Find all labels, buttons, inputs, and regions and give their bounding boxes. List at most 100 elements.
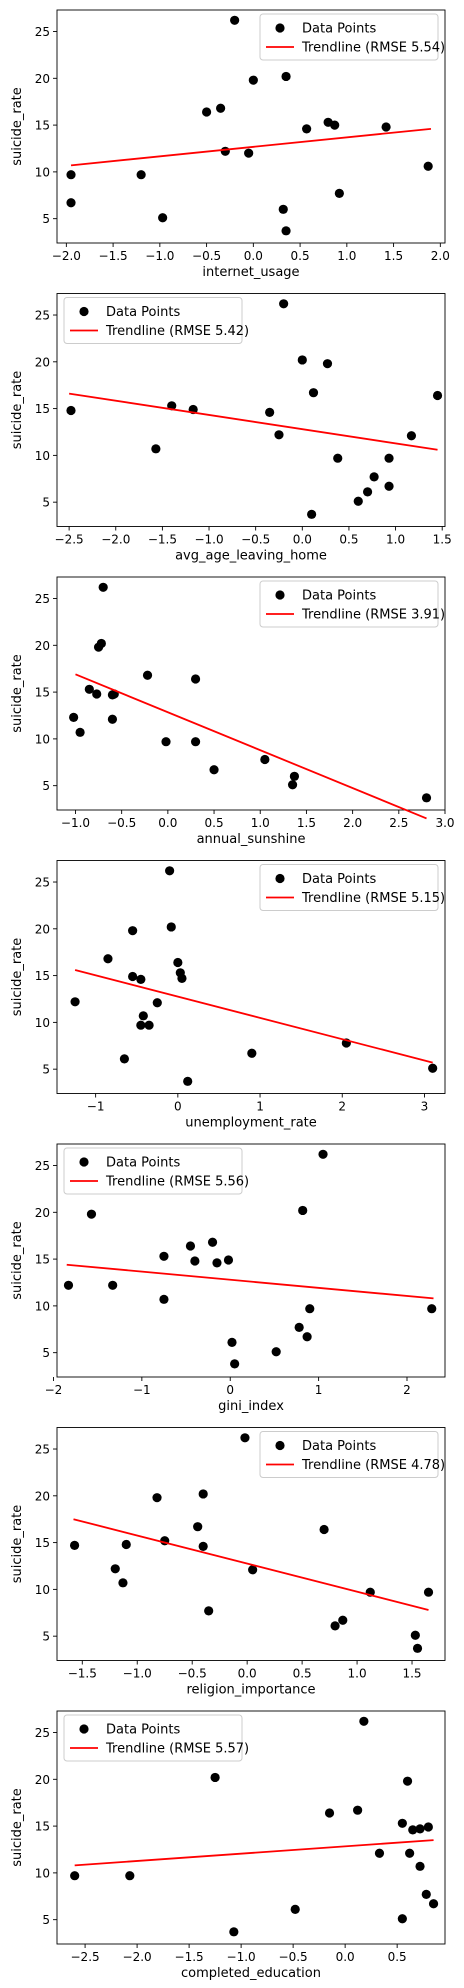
plot-area [56, 1143, 446, 1378]
trendline [70, 127, 432, 167]
data-point [248, 75, 258, 85]
data-point [151, 444, 161, 454]
x-tick-label: −2.0 [123, 1950, 152, 1964]
x-tick-label: −1.0 [61, 816, 90, 830]
x-tick-label: 0.0 [238, 1667, 257, 1681]
y-tick-label: 5 [42, 1913, 50, 1927]
data-point [198, 1489, 208, 1499]
data-point [108, 1280, 118, 1290]
legend-box [63, 297, 243, 344]
y-tick-label: 20 [35, 922, 50, 936]
y-tick-label: 25 [35, 1159, 50, 1173]
trendline [74, 1839, 434, 1867]
x-tick-label: −2.5 [71, 1950, 100, 1964]
data-point [138, 1011, 148, 1021]
data-point [159, 1294, 169, 1304]
y-tick-label: 25 [35, 1443, 50, 1457]
data-point [212, 1258, 222, 1268]
y-tick-label: 10 [35, 165, 50, 179]
data-point [334, 188, 344, 199]
y-axis-label: suicide_rate [10, 1505, 25, 1584]
x-tick-label: 0 [174, 1100, 182, 1114]
plot-area [56, 9, 446, 244]
data-point [432, 390, 443, 401]
x-tick-label: 1.0 [386, 533, 405, 547]
data-point [294, 1322, 304, 1333]
data-point [415, 1861, 425, 1871]
data-point [260, 754, 270, 765]
data-point [142, 670, 153, 680]
legend-marker-points [79, 306, 89, 317]
data-point [338, 1615, 348, 1625]
data-point [318, 1149, 328, 1159]
legend-box [259, 13, 439, 61]
data-point [84, 684, 94, 694]
x-axis-label: internet_usage [202, 265, 299, 280]
legend-box [259, 864, 439, 911]
y-tick-label: 5 [42, 1346, 50, 1360]
y-tick-label: 15 [35, 1820, 50, 1834]
legend-label-trendline: Trendline (RMSE 5.42) [105, 324, 249, 339]
data-point [353, 496, 363, 506]
y-tick-label: 15 [35, 402, 50, 416]
data-point [223, 1255, 234, 1265]
legend-label-points: Data Points [302, 872, 376, 887]
x-tick-label: −1.5 [148, 533, 177, 547]
legend-label-trendline: Trendline (RMSE 5.54) [301, 41, 445, 56]
data-point [152, 1493, 162, 1503]
data-point [183, 1076, 193, 1086]
x-tick-label: 1.5 [433, 533, 452, 547]
chart-panel-3: −1.0 −0.5 0.0 0.5 1.0 1.5 2.0 2.5 3.0 5 10 15 20 25 an… [10, 576, 455, 847]
x-tick-label: −1 [87, 1100, 105, 1114]
data-point [423, 1587, 434, 1597]
data-point [136, 170, 146, 180]
x-tick-label: 1.5 [297, 816, 316, 830]
x-tick-label: 0.0 [244, 249, 263, 263]
data-point [227, 1337, 237, 1347]
x-tick-label: 1.0 [348, 1667, 367, 1681]
y-tick-label: 5 [42, 1630, 50, 1644]
data-point [193, 1522, 203, 1532]
x-tick-label: −0.5 [279, 1950, 308, 1964]
x-tick-label: −1.0 [145, 249, 174, 263]
data-point [107, 714, 118, 724]
x-axis-label: unemployment_rate [185, 1116, 317, 1131]
data-point [428, 1899, 439, 1909]
data-point [415, 1824, 425, 1834]
legend-label-trendline: Trendline (RMSE 5.57) [105, 1742, 249, 1757]
x-tick-label: 1.5 [402, 1667, 421, 1681]
data-point [92, 689, 102, 699]
data-point [216, 103, 226, 113]
data-point [353, 1805, 363, 1815]
data-point [324, 1808, 335, 1818]
trendline [73, 1518, 429, 1611]
legend-label-points: Data Points [302, 22, 376, 37]
y-tick-label: 20 [35, 639, 50, 653]
data-point [103, 954, 113, 964]
data-point [204, 1606, 214, 1616]
data-point [298, 1205, 308, 1216]
x-tick-label: 3 [421, 1100, 429, 1114]
legend-label-points: Data Points [106, 1723, 180, 1738]
data-point [247, 1048, 257, 1058]
plot-area [56, 576, 446, 811]
y-tick-label: 25 [35, 1726, 50, 1740]
y-tick-label: 20 [35, 1773, 50, 1787]
y-tick-label: 20 [35, 1206, 50, 1220]
data-point [166, 922, 176, 932]
data-point [86, 1209, 97, 1219]
y-tick-label: 25 [35, 876, 50, 890]
x-tick-label: 2.0 [431, 249, 450, 263]
x-tick-label: 0 [226, 1383, 234, 1397]
y-axis-label: suicide_rate [10, 1788, 25, 1867]
x-tick-label: 0.5 [293, 1667, 312, 1681]
trendline [74, 969, 433, 1064]
data-point [362, 487, 373, 497]
plot-area [56, 293, 446, 527]
data-point [75, 727, 85, 737]
x-tick-label: 1.0 [251, 816, 270, 830]
y-tick-label: 10 [35, 1583, 50, 1597]
data-point [244, 148, 254, 158]
legend-marker-points [275, 1440, 285, 1451]
